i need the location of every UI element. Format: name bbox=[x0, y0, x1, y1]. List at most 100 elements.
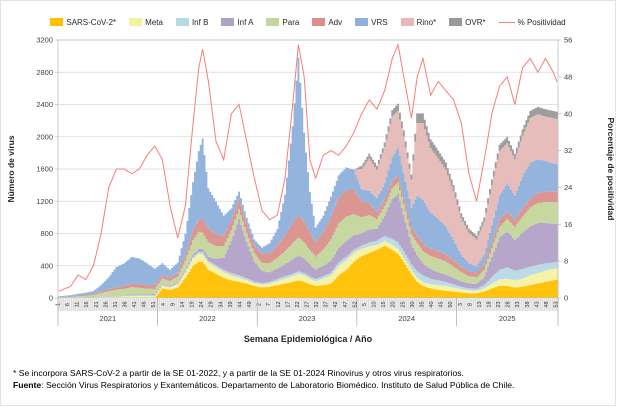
legend-line-positivity bbox=[498, 21, 515, 23]
footnotes: * Se incorpora SARS-CoV-2 a partir de la… bbox=[1, 357, 615, 392]
series-area-adv bbox=[58, 175, 558, 298]
y-right-tick-label: 24 bbox=[564, 183, 572, 192]
week-tick-label: 24 bbox=[199, 301, 205, 307]
week-tick-label: 7 bbox=[266, 303, 272, 306]
stacked-series-areas bbox=[58, 57, 558, 298]
week-tick-label: 39 bbox=[228, 301, 234, 307]
legend-label-sars: SARS-CoV-2* bbox=[66, 17, 117, 27]
week-tick-label: 1 bbox=[55, 303, 61, 306]
legend-label-ovr: OVR* bbox=[465, 17, 486, 27]
y-left-tick-label: 1600 bbox=[36, 165, 53, 174]
week-tick-label: 46 bbox=[142, 301, 148, 307]
week-tick-label: 47 bbox=[343, 301, 349, 307]
week-tick-label: 32 bbox=[314, 301, 320, 307]
y-right-tick-label: 48 bbox=[564, 72, 572, 81]
series-area-infb bbox=[58, 235, 558, 298]
year-label: 2022 bbox=[199, 314, 216, 323]
week-tick-label: 37 bbox=[324, 301, 330, 307]
week-tick-label: 28 bbox=[506, 301, 512, 307]
series-area-vrs bbox=[58, 57, 558, 298]
week-tick-label: 8 bbox=[467, 303, 473, 306]
week-tick-label: 50 bbox=[448, 301, 454, 307]
week-tick-label: 18 bbox=[486, 301, 492, 307]
week-tick-label: 17 bbox=[285, 301, 291, 307]
chart-canvas: 0400800120016002000240028003200081624324… bbox=[6, 36, 616, 344]
week-tick-label: 11 bbox=[75, 302, 81, 308]
week-tick-label: 15 bbox=[381, 301, 387, 307]
week-tick-label: 51 bbox=[151, 301, 157, 307]
y-axis-right-title: Porcentaje de positividad bbox=[606, 118, 616, 221]
week-tick-label: 4 bbox=[161, 303, 167, 306]
legend-swatch-meta bbox=[129, 18, 143, 26]
legend-label-para: Para bbox=[282, 17, 300, 27]
y-right-tick-label: 56 bbox=[564, 36, 572, 45]
week-tick-label: 13 bbox=[477, 301, 483, 307]
legend-swatch-vrs bbox=[355, 18, 369, 26]
legend-item-infb: Inf B bbox=[175, 17, 209, 27]
legend-item-sars: SARS-CoV-2* bbox=[50, 18, 116, 27]
week-tick-label: 26 bbox=[103, 301, 109, 307]
year-label: 2025 bbox=[499, 314, 516, 323]
y-left-tick-label: 800 bbox=[40, 229, 53, 238]
y-left-tick-label: 2000 bbox=[36, 132, 53, 141]
legend-item-rino: Rino* bbox=[400, 17, 437, 27]
week-tick-label: 16 bbox=[84, 301, 90, 307]
legend-swatch-ovr bbox=[449, 18, 463, 26]
y-right-tick-label: 16 bbox=[564, 220, 572, 229]
positivity-polyline bbox=[58, 42, 558, 292]
y-left-tick-label: 1200 bbox=[36, 197, 53, 206]
week-tick-label: 48 bbox=[544, 301, 550, 307]
week-tick-label: 10 bbox=[372, 301, 378, 307]
week-tick-label: 38 bbox=[525, 301, 531, 307]
legend: SARS-CoV-2* Meta Inf B Inf A Para Adv VRS Rino*… bbox=[1, 1, 615, 30]
week-tick-label: 52 bbox=[352, 301, 358, 307]
week-tick-label: 21 bbox=[94, 301, 100, 307]
week-tick-label: 31 bbox=[113, 301, 119, 307]
week-tick-label: 6 bbox=[65, 303, 71, 306]
legend-label-rino: Rino* bbox=[416, 17, 437, 27]
legend-item-pos: % Positividad bbox=[498, 18, 566, 27]
series-area-infa bbox=[58, 194, 558, 298]
axes: 0400800120016002000240028003200081624324… bbox=[36, 36, 572, 326]
week-tick-label: 2 bbox=[257, 303, 263, 306]
footnote-source: Fuente: Sección Virus Respiratorios y Ex… bbox=[13, 379, 615, 391]
y-left-tick-label: 0 bbox=[49, 294, 53, 303]
legend-label-infb: Inf B bbox=[191, 17, 209, 27]
y-right-tick-label: 0 bbox=[564, 294, 568, 303]
week-tick-label: 41 bbox=[132, 301, 138, 307]
y-right-tick-label: 40 bbox=[564, 109, 572, 118]
positivity-line bbox=[58, 42, 558, 292]
week-tick-label: 29 bbox=[209, 301, 215, 307]
week-tick-label: 49 bbox=[247, 301, 253, 307]
y-left-tick-label: 400 bbox=[40, 261, 53, 270]
legend-item-ovr: OVR* bbox=[449, 17, 486, 27]
legend-swatch-sars bbox=[50, 18, 64, 26]
week-tick-label: 22 bbox=[295, 301, 301, 307]
series-area-sars bbox=[58, 245, 558, 298]
week-tick-label: 14 bbox=[180, 301, 186, 307]
week-tick-label: 20 bbox=[391, 301, 397, 307]
legend-swatch-infb bbox=[175, 18, 189, 26]
week-tick-label: 34 bbox=[218, 301, 224, 307]
week-tick-label: 53 bbox=[554, 301, 560, 307]
year-label: 2023 bbox=[299, 314, 316, 323]
week-tick-label: 9 bbox=[170, 303, 176, 306]
legend-item-meta: Meta bbox=[129, 18, 163, 27]
y-right-tick-label: 8 bbox=[564, 257, 568, 266]
week-ruler-band bbox=[58, 298, 558, 311]
legend-swatch-adv bbox=[312, 18, 326, 26]
source-label: Fuente bbox=[13, 380, 42, 391]
week-tick-label: 40 bbox=[429, 301, 435, 307]
series-area-para bbox=[58, 182, 558, 298]
legend-swatch-rino bbox=[400, 18, 414, 26]
week-tick-label: 27 bbox=[305, 301, 311, 307]
week-tick-label: 33 bbox=[515, 301, 521, 307]
week-tick-label: 12 bbox=[276, 301, 282, 307]
y-left-tick-label: 2400 bbox=[36, 100, 53, 109]
legend-label-adv: Adv bbox=[328, 17, 343, 27]
week-tick-label: 45 bbox=[439, 301, 445, 307]
week-tick-label: 42 bbox=[333, 301, 339, 307]
legend-label-meta: Meta bbox=[145, 17, 163, 27]
week-tick-label: 30 bbox=[410, 301, 416, 307]
